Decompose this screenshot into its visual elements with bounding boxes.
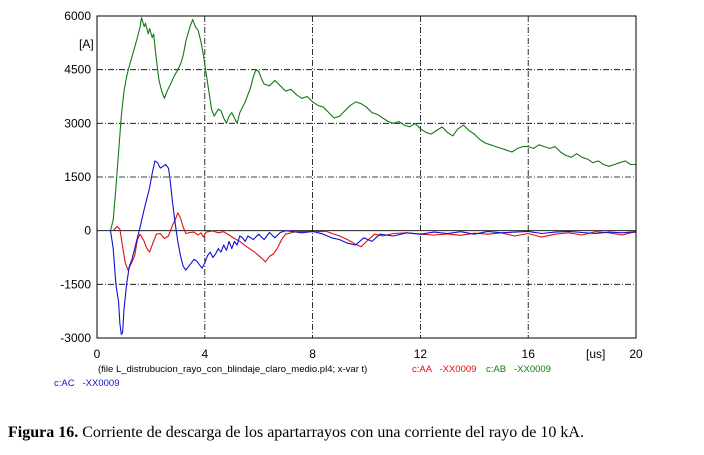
- figure-caption: Figura 16. Corriente de descarga de los …: [8, 424, 698, 442]
- series-line-0: [112, 212, 637, 271]
- y-tick-label: 3000: [64, 116, 91, 130]
- legend-entry-ab: c:AB -XX0009: [486, 364, 551, 375]
- x-axis-unit: [us]: [586, 347, 605, 361]
- y-axis-unit: [A]: [79, 37, 94, 51]
- series-line-2: [109, 160, 637, 335]
- caption-text: Corriente de descarga de los apartarrayo…: [78, 424, 584, 441]
- y-tick-label: 0: [84, 224, 91, 238]
- x-tick-label: 4: [201, 347, 208, 361]
- series-lines: [109, 17, 637, 335]
- y-tick-label: 4500: [64, 63, 91, 77]
- chart-grid: [97, 16, 636, 338]
- y-tick-label: 6000: [64, 9, 91, 23]
- file-label: (file L_distrubucion_rayo_con_blindaje_c…: [98, 364, 367, 375]
- legend-entry-ac: c:AC -XX0009: [54, 378, 119, 389]
- x-tick-label: 0: [94, 347, 101, 361]
- x-tick-label: 8: [309, 347, 316, 361]
- legend-entry-aa: c:AA -XX0009: [412, 364, 476, 375]
- x-tick-label: 16: [522, 347, 536, 361]
- y-tick-label: 1500: [64, 170, 91, 184]
- x-axis-ticks: 0 4 8 12 16 20: [94, 347, 643, 361]
- plot-frame: [96, 15, 637, 339]
- current-chart: 6000 4500 3000 1500 0 -1500 -3000 0 4 8 12 16 20 [A…: [54, 9, 643, 389]
- x-tick-label: 20: [629, 347, 643, 361]
- y-axis-ticks: 6000 4500 3000 1500 0 -1500 -3000: [60, 9, 91, 345]
- x-tick-label: 12: [414, 347, 428, 361]
- caption-label: Figura 16.: [8, 424, 79, 441]
- y-tick-label: -1500: [60, 277, 91, 291]
- y-tick-label: -3000: [60, 331, 91, 345]
- series-line-1: [109, 17, 636, 231]
